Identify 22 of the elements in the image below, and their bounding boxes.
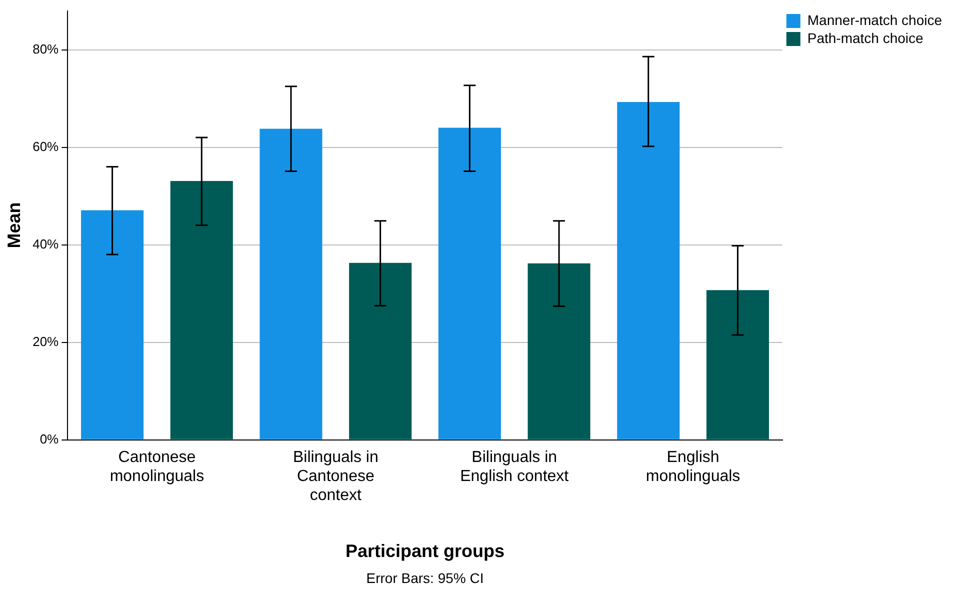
y-tick-label: 0% [40,431,60,446]
bar [706,290,769,440]
y-tick-label: 60% [32,138,60,154]
legend-label: Manner-match choice [807,12,942,28]
bar [528,263,590,440]
x-axis-title: Participant groups [345,541,505,562]
x-tick-label: Bilinguals in English context [460,448,570,486]
y-axis-title: Mean [4,202,24,248]
bar [260,128,322,440]
x-tick-label: Cantonese monolinguals [110,448,204,486]
y-tick-label: 20% [32,334,60,349]
text: Error Bars: 95% CI [366,570,484,586]
bar [349,262,412,440]
x-tick-label: English monolinguals [646,448,740,486]
bar [617,102,680,440]
bar [438,128,501,440]
x-tick-label: Bilinguals in Cantonese context [292,448,378,504]
bar [81,210,144,440]
y-tick-label: 80% [32,41,60,56]
legend-label: Path-match choice [807,30,924,46]
bar [170,180,233,440]
y-tick-label: 40% [32,236,60,252]
